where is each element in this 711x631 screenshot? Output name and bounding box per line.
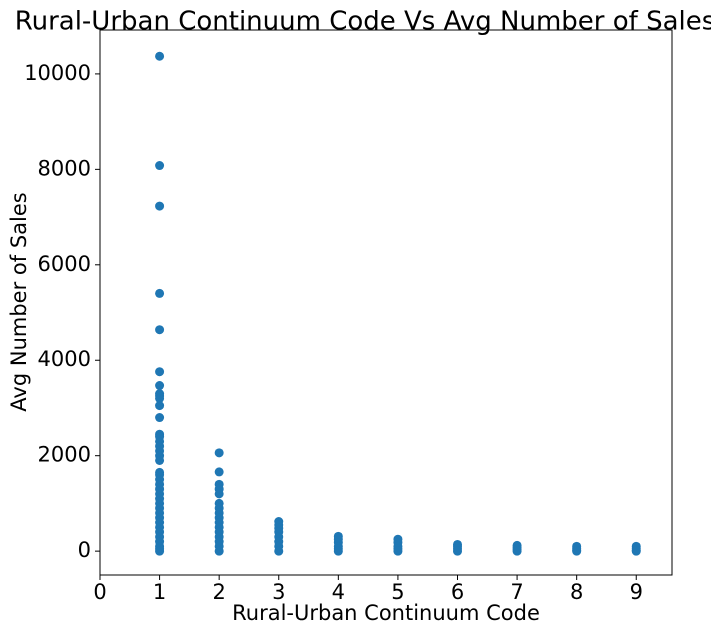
point (333, 546, 343, 556)
point (393, 546, 403, 556)
x-tick-label: 2 (212, 580, 225, 604)
point (155, 288, 165, 298)
point (155, 546, 165, 556)
point (631, 546, 641, 556)
point (155, 381, 165, 391)
point (155, 325, 165, 335)
point (214, 489, 224, 499)
y-tick-label: 4000 (38, 347, 91, 371)
y-tick-label: 0 (78, 538, 91, 562)
y-tick-label: 6000 (38, 252, 91, 276)
x-tick-label: 8 (570, 580, 583, 604)
point (274, 546, 284, 556)
y-tick-label: 8000 (38, 156, 91, 180)
plot-frame (99, 29, 673, 576)
x-tick-label: 6 (451, 580, 464, 604)
point (155, 413, 165, 423)
x-tick-label: 3 (272, 580, 285, 604)
point (155, 161, 165, 171)
x-tick-label: 9 (630, 580, 643, 604)
x-tick-label: 5 (391, 580, 404, 604)
chart-title: Rural-Urban Continuum Code Vs Avg Number… (15, 7, 711, 37)
point (155, 367, 165, 377)
point (155, 201, 165, 211)
point (512, 546, 522, 556)
point (214, 448, 224, 458)
point (155, 393, 165, 403)
point (155, 401, 165, 411)
point (214, 546, 224, 556)
point (214, 467, 224, 477)
y-axis-label: Avg Number of Sales (7, 192, 31, 411)
point (155, 455, 165, 465)
y-tick-label: 2000 (38, 443, 91, 467)
point (572, 546, 582, 556)
x-axis-label: Rural-Urban Continuum Code (232, 601, 540, 625)
point (155, 51, 165, 61)
point (453, 546, 462, 556)
y-tick-label: 10000 (24, 61, 91, 85)
x-tick-label: 4 (332, 580, 345, 604)
x-tick-label: 0 (93, 580, 106, 604)
x-tick-label: 1 (153, 580, 166, 604)
x-tick-label: 7 (510, 580, 523, 604)
